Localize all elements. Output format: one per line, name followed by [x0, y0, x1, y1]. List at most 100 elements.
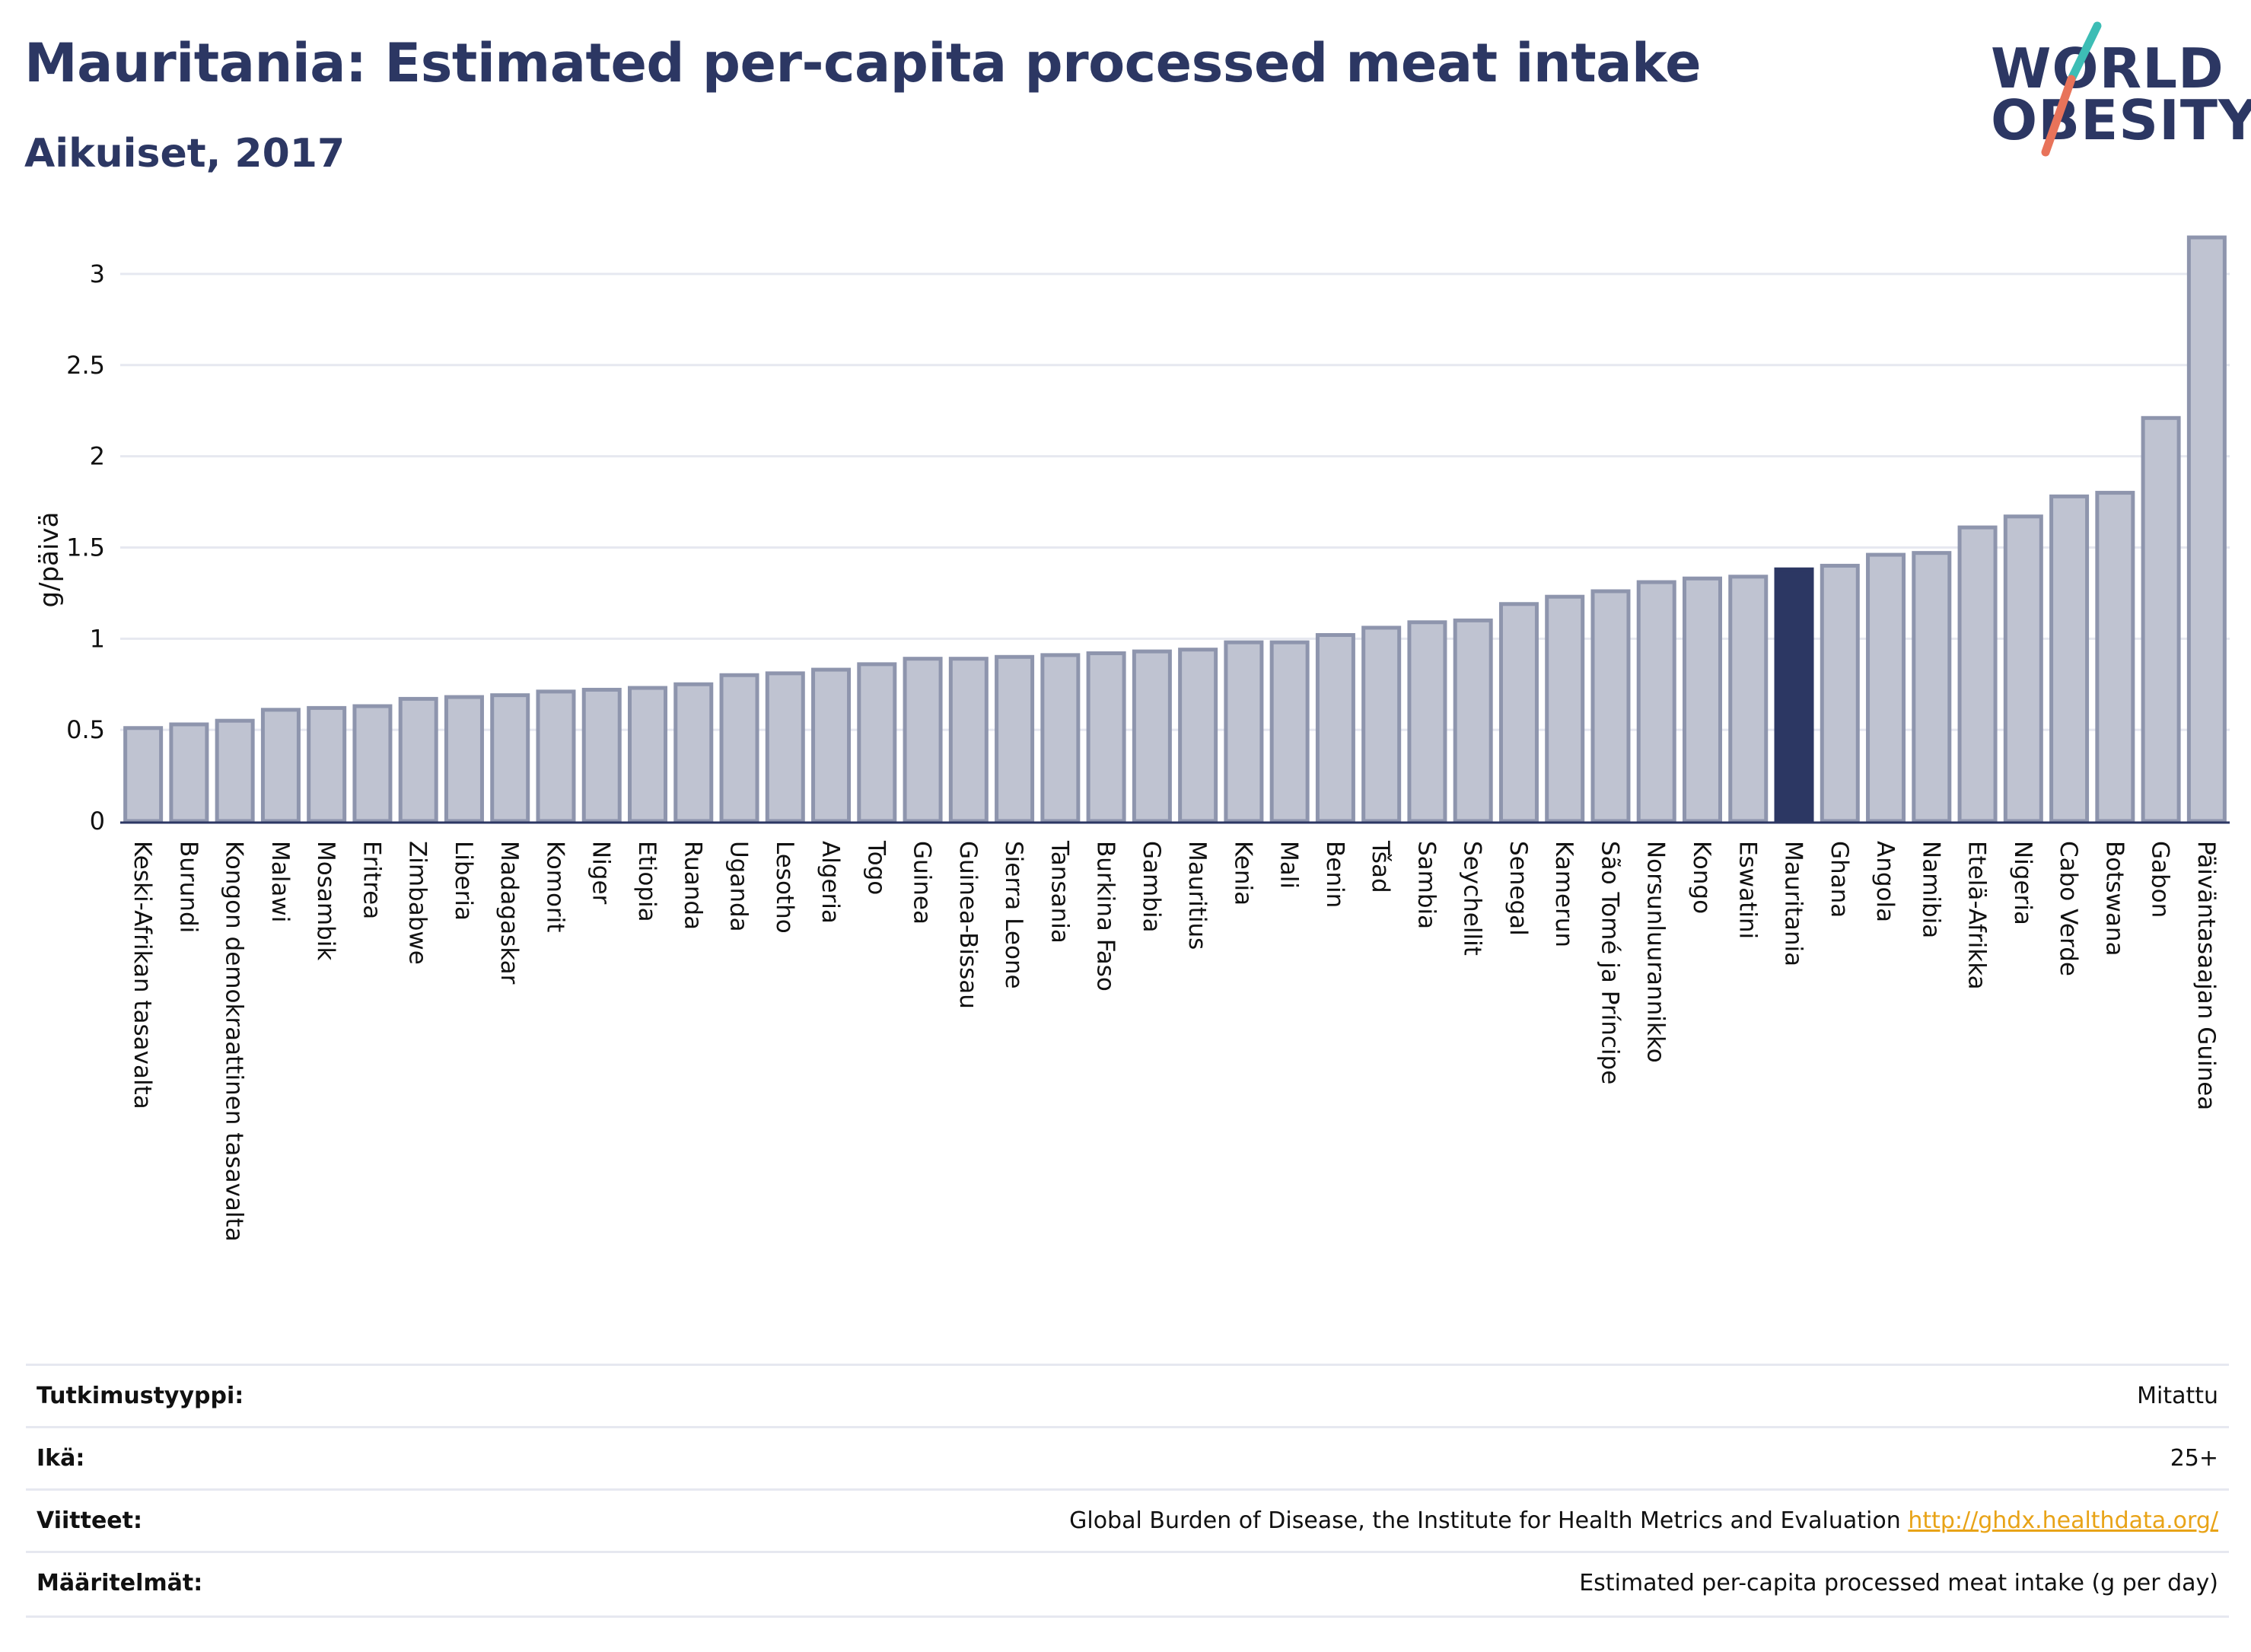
bar-etel-afrikka	[1957, 525, 1998, 823]
info-row-study-type: Tutkimustyyppi: Mitattu	[26, 1364, 2229, 1428]
info-value: 25+	[2170, 1445, 2218, 1472]
x-tick-label: Guinea	[909, 841, 936, 925]
x-tick-label: Nigeria	[2009, 841, 2036, 925]
x-tick-label: Burundi	[174, 841, 202, 933]
bar-algeria	[811, 667, 852, 823]
bar-sambia	[1407, 620, 1447, 823]
bar-seychellit	[1453, 618, 1493, 823]
x-tick-label: Malawi	[266, 841, 294, 922]
x-tick-label: Gambia	[1138, 841, 1165, 933]
bar-nigeria	[2003, 514, 2043, 823]
x-tick-label: Kenia	[1229, 841, 1256, 906]
logo-text-world: WORLD	[1991, 37, 2224, 100]
x-tick-label: Ghana	[1826, 841, 1853, 918]
x-tick-label: Uganda	[725, 841, 753, 932]
page-subtitle: Aikuiset, 2017	[24, 131, 345, 177]
x-tick-label: Etelä-Afrikka	[1963, 841, 1991, 990]
bar-guinea-bissau	[948, 657, 989, 823]
y-tick-label: 3	[90, 259, 105, 288]
reference-link[interactable]: http://ghdx.healthdata.org/	[1908, 1507, 2218, 1534]
bar-kongon-demokraattinen-tasavalta	[215, 718, 255, 823]
x-tick-label: Niger	[587, 841, 615, 905]
y-axis-ticks: 0 0.5 1 1.5 2 2.5 3	[66, 259, 105, 836]
x-tick-label: Tansania	[1046, 840, 1073, 944]
x-tick-label: Madagaskar	[495, 841, 523, 985]
info-value: Estimated per-capita processed meat inta…	[1579, 1570, 2218, 1596]
world-obesity-logo: WORLD OBESITY	[1979, 18, 2251, 163]
info-label: Viitteet:	[37, 1507, 142, 1534]
x-tick-label: Botswana	[2100, 841, 2128, 957]
page-title: Mauritania: Estimated per-capita process…	[24, 32, 1702, 94]
bar-niger	[581, 687, 622, 823]
bar-norsunluurannikko	[1636, 580, 1676, 823]
x-tick-label: São Tomé ja Príncipe	[1596, 841, 1623, 1084]
x-axis-labels: Keski-Afrikan tasavalta Burundi Kongon dem…	[129, 840, 2220, 1242]
bar-senegal	[1498, 602, 1539, 823]
x-tick-label: Mali	[1275, 841, 1303, 889]
bar-burundi	[169, 722, 209, 823]
bar-eswatini	[1728, 575, 1769, 823]
x-tick-label: Lesotho	[771, 841, 798, 934]
x-tick-label: Keski-Afrikan tasavalta	[129, 841, 156, 1109]
info-label: Ikä:	[37, 1445, 85, 1472]
logo-text-obesity: OBESITY	[1991, 88, 2251, 152]
x-tick-label: Kamerun	[1550, 841, 1578, 947]
bar-madagaskar	[490, 693, 530, 823]
x-tick-label: Zimbabwe	[404, 841, 431, 965]
bar-mauritius	[1178, 648, 1218, 823]
bar-namibia	[1912, 551, 1952, 823]
y-tick-label: 2.5	[66, 351, 105, 380]
info-value: Mitattu	[2137, 1383, 2218, 1409]
y-axis-label: g/päivä	[34, 512, 65, 608]
x-tick-label: Guinea-Bissau	[954, 841, 982, 1009]
bar-togo	[857, 662, 897, 823]
bar-lesotho	[765, 671, 805, 823]
bar-chart: 0 0.5 1 1.5 2 2.5 3 Keski-Afrikan tasavalta Bur…	[34, 235, 2230, 1242]
info-row-definitions: Määritelmät: Estimated per-capita proces…	[26, 1551, 2229, 1618]
bar-angola	[1866, 552, 1906, 823]
bar-eritrea	[352, 704, 393, 823]
y-tick-label: 1	[90, 624, 105, 653]
bar-kongo	[1682, 576, 1723, 823]
bar-cabo-verde	[2049, 494, 2090, 823]
info-row-age: Ikä: 25+	[26, 1426, 2229, 1491]
x-tick-label: Mosambik	[312, 841, 339, 960]
bar-komorit	[536, 689, 576, 823]
bar-s-o-tom-ja-pr-ncipe	[1590, 589, 1631, 823]
x-tick-label: Burkina Faso	[1092, 841, 1119, 992]
info-value-references: Global Burden of Disease, the Institute …	[1069, 1507, 2218, 1534]
bar-kamerun	[1545, 594, 1585, 823]
bar-burkina-faso	[1086, 651, 1126, 823]
x-tick-label: Päiväntasaajan Guinea	[2192, 841, 2220, 1110]
chart-bars	[123, 235, 2227, 823]
x-tick-label: Senegal	[1504, 841, 1532, 936]
x-tick-label: Liberia	[450, 841, 477, 921]
x-tick-label: Seychellit	[1459, 841, 1486, 956]
x-tick-label: Norsunluurannikko	[1642, 841, 1670, 1063]
bar-p-iv-ntasaajan-guinea	[2186, 235, 2227, 823]
bar-guinea	[903, 657, 943, 823]
bar-ruanda	[673, 682, 714, 823]
x-tick-label: Kongo	[1688, 841, 1715, 914]
info-label: Tutkimustyyppi:	[37, 1383, 244, 1409]
x-tick-label: Eswatini	[1734, 841, 1761, 939]
bar-zimbabwe	[398, 696, 438, 823]
x-tick-label: Eritrea	[358, 841, 385, 919]
x-tick-label: Etiopia	[633, 841, 661, 922]
bar-t-ad	[1361, 625, 1402, 823]
bar-tansania	[1040, 653, 1081, 823]
x-tick-label: Kongon demokraattinen tasavalta	[221, 841, 248, 1242]
bar-etiopia	[627, 686, 668, 823]
bar-gabon	[2141, 415, 2181, 823]
bar-botswana	[2095, 491, 2135, 823]
x-tick-label: Komorit	[541, 841, 568, 932]
x-tick-label: Cabo Verde	[2055, 841, 2082, 976]
logo-slash-icon	[2041, 21, 2102, 157]
bar-uganda	[719, 673, 759, 823]
x-tick-label: Gabon	[2147, 841, 2174, 918]
info-label: Määritelmät:	[37, 1570, 203, 1596]
bar-liberia	[444, 695, 484, 823]
bar-kenia	[1224, 640, 1264, 823]
bar-mauritania	[1774, 567, 1814, 823]
bar-keski-afrikan-tasavalta	[123, 726, 164, 823]
